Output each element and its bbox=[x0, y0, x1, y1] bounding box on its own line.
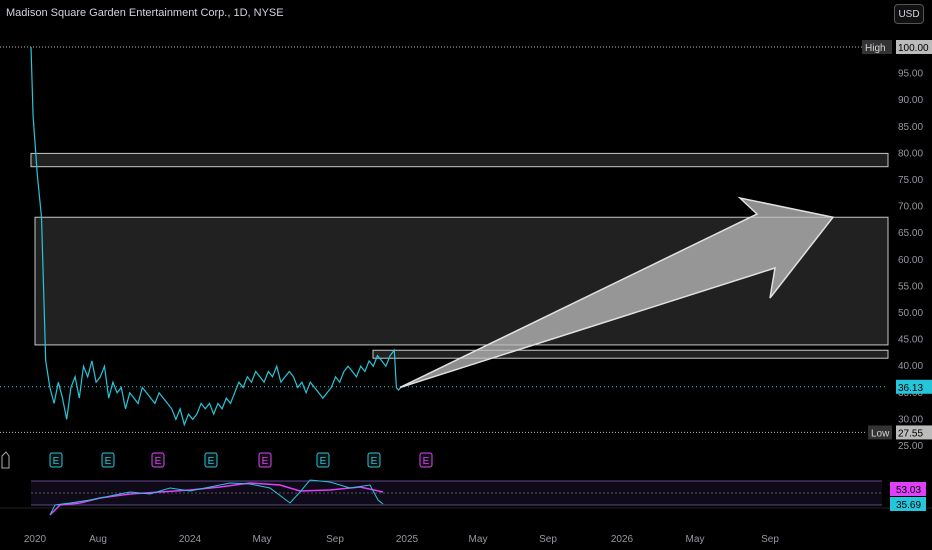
low-price-tag: 27.55 Low bbox=[868, 425, 932, 440]
earnings-marker: E bbox=[101, 452, 115, 468]
svg-text:E: E bbox=[208, 456, 215, 467]
x-tick-label: Aug bbox=[89, 534, 107, 545]
chart-title: Madison Square Garden Entertainment Corp… bbox=[6, 7, 284, 19]
svg-text:E: E bbox=[371, 456, 378, 467]
y-tick-label: 95.00 bbox=[898, 69, 923, 80]
x-tick-label: 2024 bbox=[179, 534, 202, 545]
svg-text:36.13: 36.13 bbox=[898, 383, 923, 394]
x-tick-label: Sep bbox=[761, 534, 779, 545]
high-price-tag: 100.00 High bbox=[862, 40, 932, 54]
x-tick-label: May bbox=[253, 534, 272, 545]
earnings-marker: E bbox=[316, 452, 330, 468]
y-tick-label: 45.00 bbox=[898, 335, 923, 346]
svg-text:E: E bbox=[423, 456, 430, 467]
x-tick-label: 2026 bbox=[611, 534, 634, 545]
y-tick-label: 70.00 bbox=[898, 202, 923, 213]
price-line bbox=[30, 46, 403, 427]
earnings-marker: E bbox=[49, 452, 63, 468]
x-tick-label: 2025 bbox=[396, 534, 419, 545]
y-tick-label: 25.00 bbox=[898, 441, 923, 452]
y-tick-label: 75.00 bbox=[898, 175, 923, 186]
trend-arrow bbox=[399, 196, 835, 389]
support-resistance-zone bbox=[30, 152, 889, 168]
y-tick-label: 80.00 bbox=[898, 148, 923, 159]
y-tick-label: 90.00 bbox=[898, 95, 923, 106]
y-tick-label: 40.00 bbox=[898, 361, 923, 372]
svg-text:E: E bbox=[53, 456, 60, 467]
indicator-tag-label: 35.69 bbox=[896, 500, 921, 511]
currency-button[interactable]: USD bbox=[894, 4, 924, 24]
support-resistance-zone bbox=[372, 349, 889, 359]
x-tick-label: May bbox=[686, 534, 705, 545]
svg-text:E: E bbox=[320, 456, 327, 467]
x-tick-label: May bbox=[469, 534, 488, 545]
svg-text:Low: Low bbox=[871, 428, 890, 439]
earnings-marker: E bbox=[258, 452, 272, 468]
svg-text:100.00: 100.00 bbox=[898, 43, 929, 54]
svg-text:E: E bbox=[155, 456, 162, 467]
x-tick-label: Sep bbox=[326, 534, 344, 545]
svg-text:E: E bbox=[105, 456, 112, 467]
earnings-marker: E bbox=[367, 452, 381, 468]
svg-text:High: High bbox=[865, 43, 886, 54]
y-tick-label: 65.00 bbox=[898, 228, 923, 239]
y-tick-label: 60.00 bbox=[898, 255, 923, 266]
svg-text:27.55: 27.55 bbox=[898, 428, 923, 439]
logo-icon bbox=[1, 451, 10, 469]
indicator-value-line bbox=[49, 479, 384, 516]
svg-text:E: E bbox=[262, 456, 269, 467]
last-price-tag: 36.13 bbox=[896, 379, 932, 394]
earnings-marker: E bbox=[151, 452, 165, 468]
indicator-tag bbox=[890, 497, 926, 511]
y-tick-label: 30.00 bbox=[898, 414, 923, 425]
indicator-tag bbox=[890, 482, 926, 496]
x-tick-label: Sep bbox=[539, 534, 557, 545]
indicator-tag-label: 53.03 bbox=[896, 485, 921, 496]
y-tick-label: 85.00 bbox=[898, 122, 923, 133]
y-tick-label: 55.00 bbox=[898, 281, 923, 292]
indicator-pane bbox=[31, 480, 882, 506]
x-tick-label: 2020 bbox=[24, 534, 47, 545]
earnings-marker: E bbox=[204, 452, 218, 468]
earnings-marker: E bbox=[419, 452, 433, 468]
y-tick-label: 50.00 bbox=[898, 308, 923, 319]
